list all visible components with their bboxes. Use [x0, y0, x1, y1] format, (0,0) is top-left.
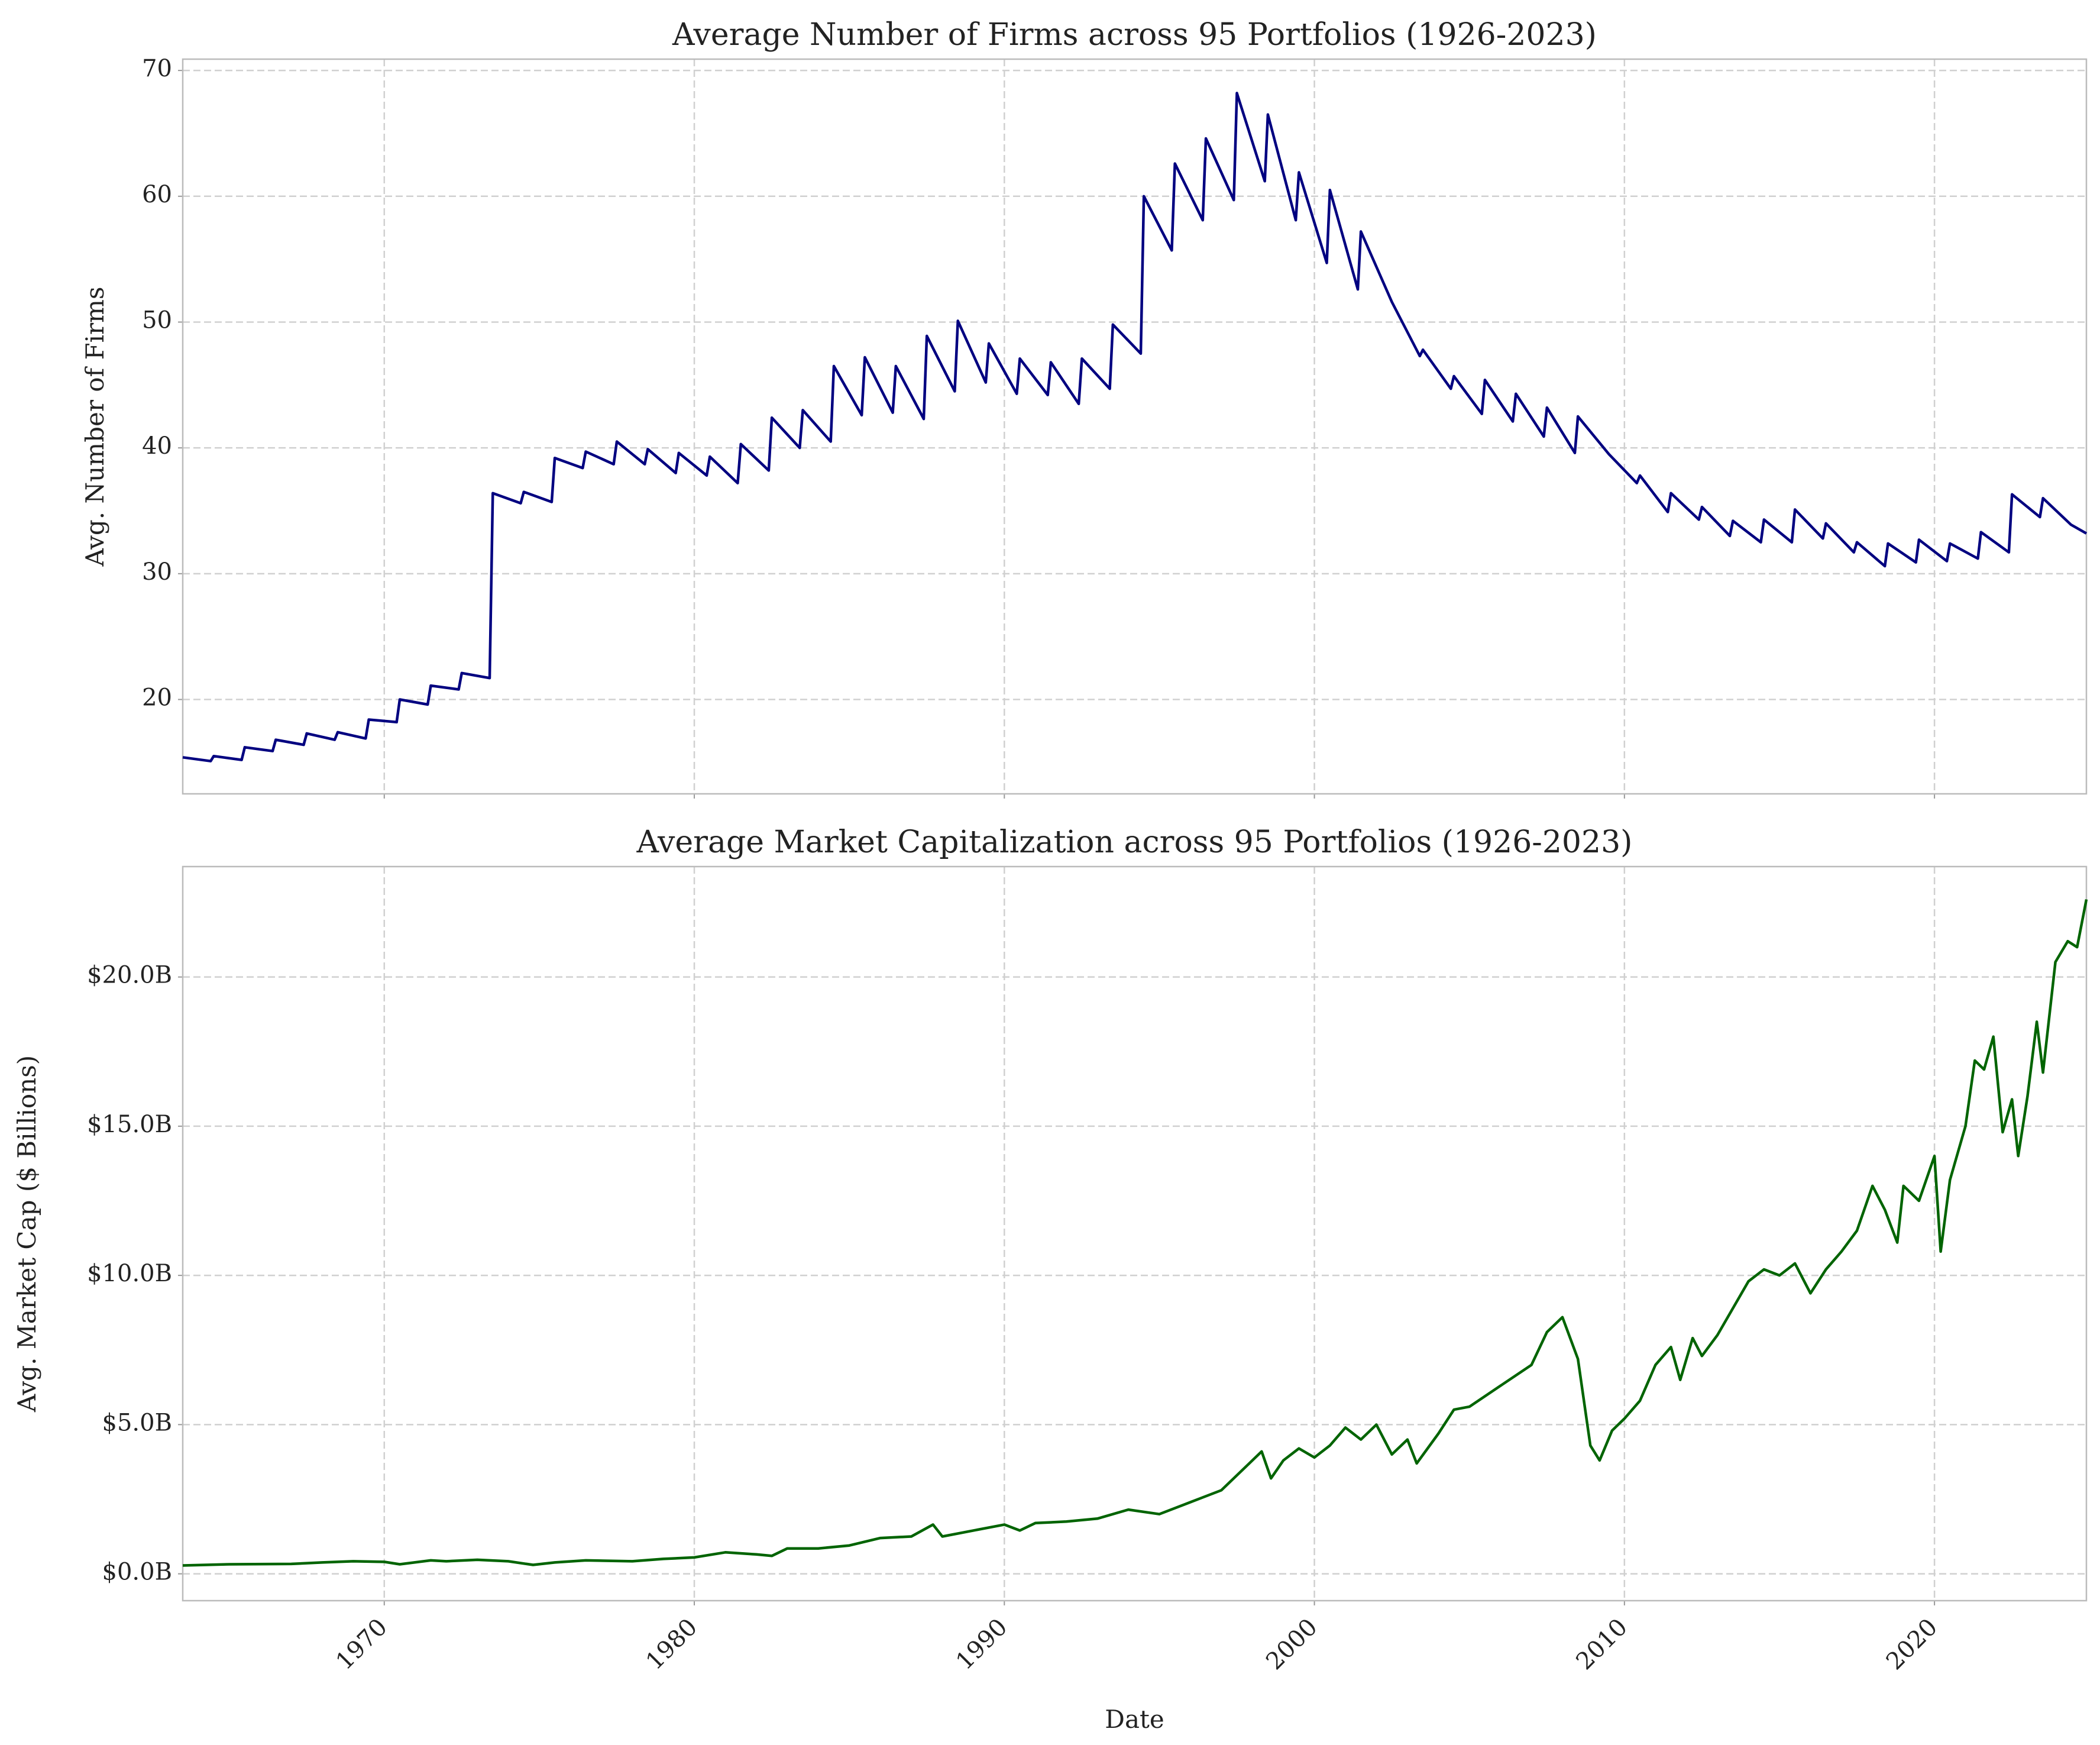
data-line [182, 92, 2088, 762]
y-axis-label: Avg. Market Cap ($ Billions) [12, 1055, 41, 1413]
x-tick-label: 1970 [331, 1614, 393, 1676]
x-axis-label: Date [1105, 1705, 1164, 1734]
y-tick-label: $0.0B [102, 1559, 172, 1586]
y-tick-label: $10.0B [87, 1260, 172, 1287]
y-tick-label: 20 [142, 684, 172, 711]
x-tick-label: 2010 [1571, 1614, 1633, 1676]
chart-title: Average Market Capitalization across 95 … [636, 825, 1633, 860]
chart-title: Average Number of Firms across 95 Portfo… [672, 17, 1597, 53]
data-line [182, 899, 2088, 1567]
y-tick-label: 30 [142, 558, 172, 586]
x-tick-label: 1990 [951, 1614, 1013, 1676]
y-tick-label: $5.0B [102, 1409, 172, 1436]
x-tick-label: 1980 [641, 1614, 703, 1676]
y-tick-label: 50 [142, 306, 172, 334]
x-tick-label: 2000 [1261, 1614, 1323, 1676]
plot-frame [182, 865, 2088, 1602]
x-tick-label: 2020 [1881, 1614, 1943, 1676]
y-axis-label: Avg. Number of Firms [80, 287, 109, 567]
y-tick-label: 40 [142, 432, 172, 460]
y-tick-label: $20.0B [87, 962, 172, 989]
y-tick-label: $15.0B [87, 1111, 172, 1138]
y-tick-label: 70 [142, 55, 172, 82]
y-tick-label: 60 [142, 181, 172, 208]
plot-frame [182, 58, 2088, 795]
